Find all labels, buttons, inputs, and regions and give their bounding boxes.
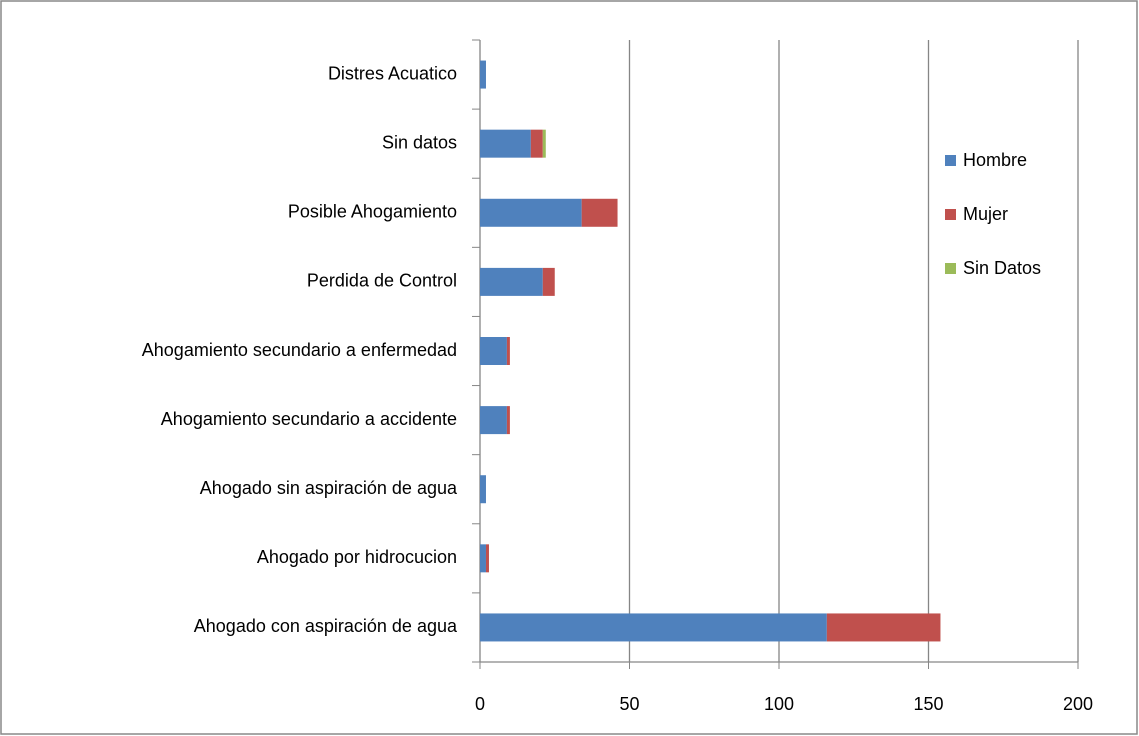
bar bbox=[542, 267, 555, 296]
bar bbox=[480, 129, 531, 158]
y-tick-label: Ahogado por hidrocucion bbox=[257, 547, 457, 567]
bar bbox=[480, 613, 827, 642]
bar bbox=[826, 613, 941, 642]
y-tick-label: Ahogado con aspiración de agua bbox=[194, 616, 458, 636]
bar bbox=[480, 406, 507, 435]
legend-swatch bbox=[945, 155, 956, 166]
y-tick-label: Posible Ahogamiento bbox=[288, 202, 457, 222]
bar bbox=[530, 129, 543, 158]
legend-swatch bbox=[945, 263, 956, 274]
bar bbox=[480, 337, 507, 365]
x-tick-label: 100 bbox=[764, 694, 794, 714]
legend-swatch bbox=[945, 209, 956, 220]
legend-label: Hombre bbox=[963, 150, 1027, 170]
bar bbox=[480, 198, 582, 227]
legend-label: Sin Datos bbox=[963, 258, 1041, 278]
bar bbox=[480, 267, 543, 296]
bar bbox=[480, 544, 486, 573]
legend-label: Mujer bbox=[963, 204, 1008, 224]
bar bbox=[542, 129, 546, 158]
x-tick-label: 0 bbox=[475, 694, 485, 714]
y-tick-label: Perdida de Control bbox=[307, 271, 457, 291]
y-tick-label: Ahogamiento secundario a enfermedad bbox=[142, 340, 457, 360]
x-tick-label: 50 bbox=[619, 694, 639, 714]
bar bbox=[480, 60, 486, 89]
x-tick-label: 200 bbox=[1063, 694, 1093, 714]
bar bbox=[506, 406, 510, 435]
y-tick-label: Ahogamiento secundario a accidente bbox=[161, 409, 457, 429]
bar bbox=[480, 475, 486, 504]
bar bbox=[485, 544, 489, 573]
y-tick-label: Sin datos bbox=[382, 132, 457, 152]
bar bbox=[581, 198, 618, 227]
y-tick-label: Distres Acuatico bbox=[328, 63, 457, 83]
x-tick-label: 150 bbox=[913, 694, 943, 714]
bar bbox=[506, 337, 510, 365]
y-tick-label: Ahogado sin aspiración de agua bbox=[200, 478, 458, 498]
